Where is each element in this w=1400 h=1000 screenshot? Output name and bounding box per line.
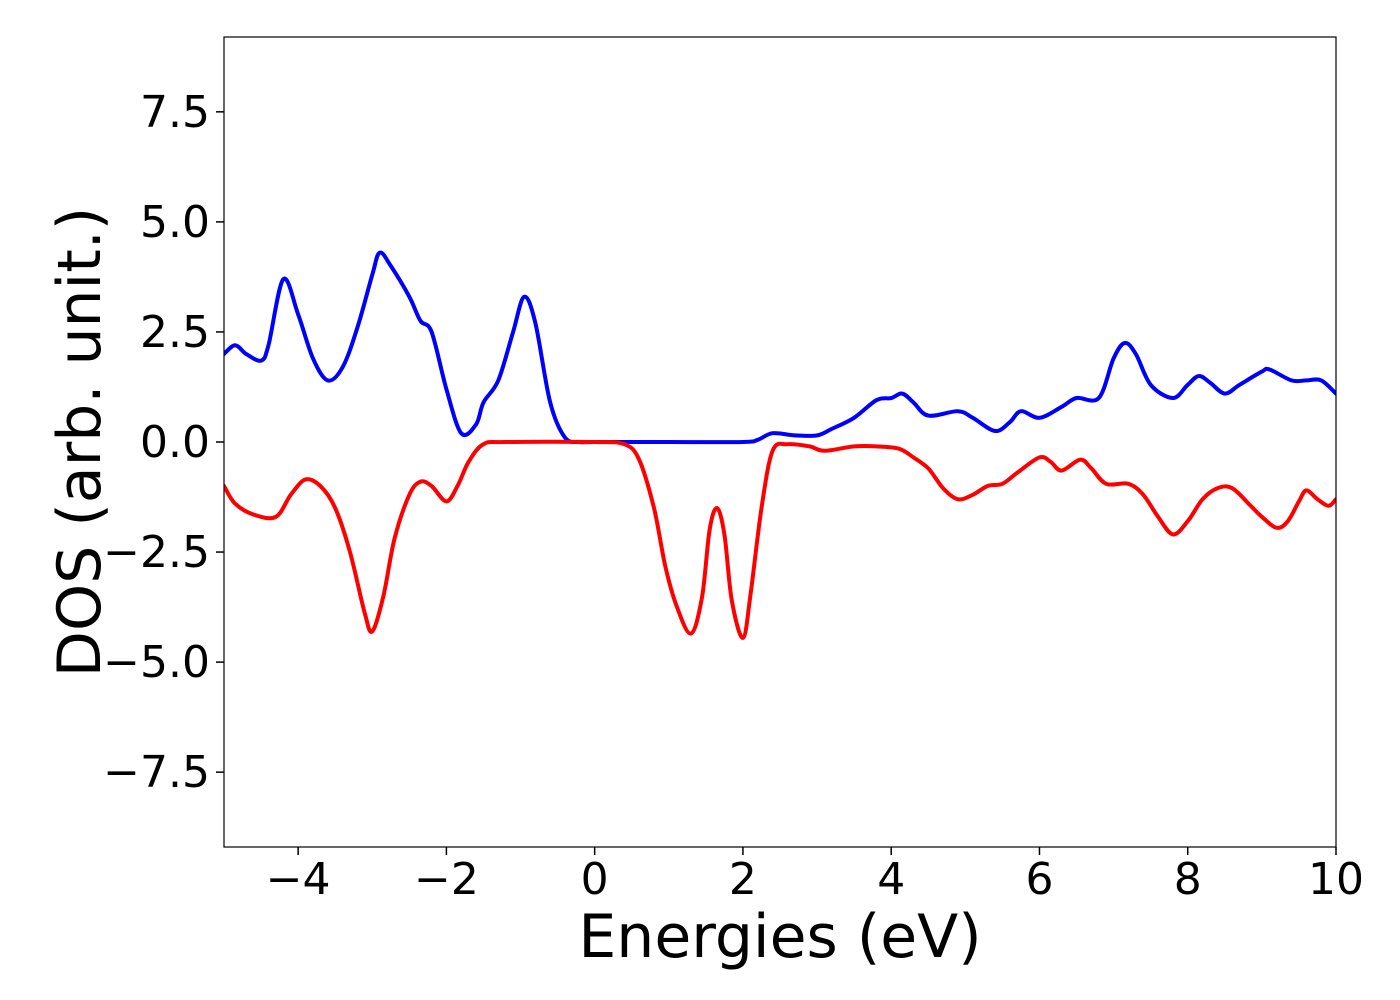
- series-layer: [224, 250, 1336, 640]
- y-tick-label: −5.0: [103, 637, 210, 688]
- x-tick-label: 10: [1308, 854, 1364, 905]
- x-tick-label: 6: [1025, 854, 1053, 905]
- x-tick-label: 0: [581, 854, 609, 905]
- y-tick-label: 5.0: [140, 197, 210, 248]
- x-tick-label: −2: [414, 854, 479, 905]
- y-tick-label: 0.0: [140, 417, 210, 468]
- y-tick-label: 2.5: [140, 307, 210, 358]
- dos-series-negative-line: [224, 439, 1336, 640]
- dos-series-positive-line: [224, 250, 1336, 445]
- y-tick-label: 7.5: [140, 87, 210, 138]
- y-tick-label: −2.5: [103, 527, 210, 578]
- x-tick-label: 2: [729, 854, 757, 905]
- y-tick-label: −7.5: [103, 747, 210, 798]
- x-tick-label: 8: [1174, 854, 1202, 905]
- y-axis-label: DOS (arb. unit.): [45, 207, 115, 677]
- x-tick-label: −4: [266, 854, 331, 905]
- y-axis-ticks: −7.5 −5.0 −2.5 0.0 2.5 5.0 7.5: [103, 87, 224, 798]
- x-axis-ticks: −4 −2 0 2 4 6 8 10: [266, 847, 1364, 905]
- x-axis-label: Energies (eV): [578, 902, 981, 972]
- x-tick-label: 4: [877, 854, 905, 905]
